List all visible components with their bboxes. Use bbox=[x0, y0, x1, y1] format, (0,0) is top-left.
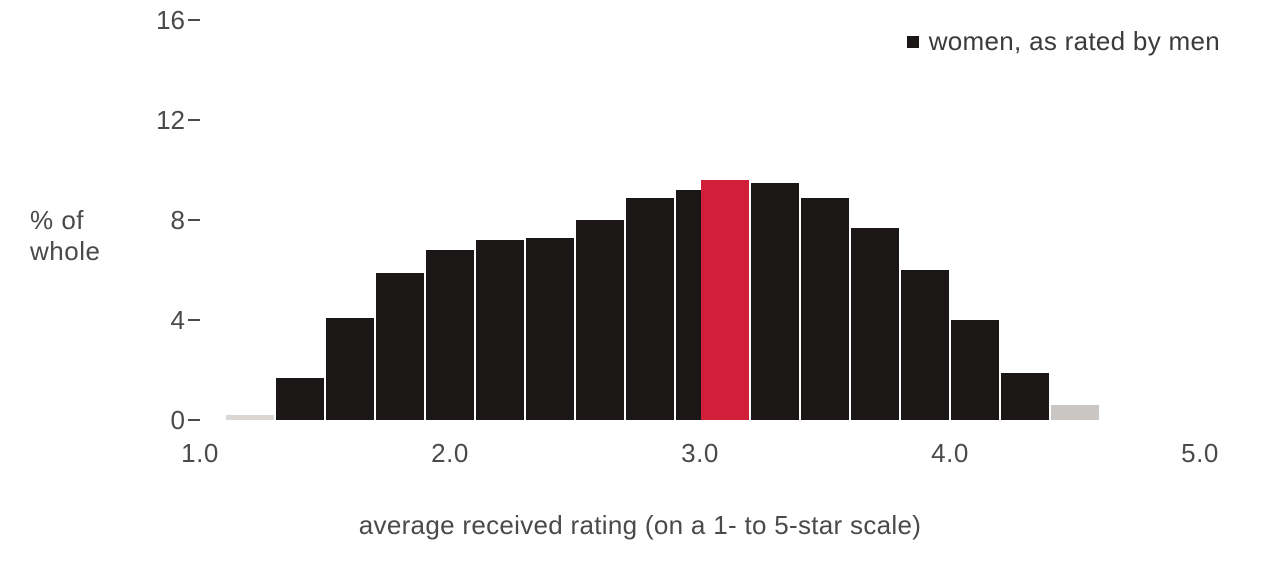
y-tick-dash bbox=[188, 19, 200, 21]
x-tick-label: 1.0 bbox=[181, 438, 219, 469]
bar bbox=[951, 320, 999, 420]
bar bbox=[276, 378, 324, 421]
bar bbox=[901, 270, 949, 420]
x-tick-label: 5.0 bbox=[1181, 438, 1219, 469]
rating-histogram: women, as rated by men % of whole 048121… bbox=[0, 0, 1280, 574]
x-tick-label: 4.0 bbox=[931, 438, 969, 469]
bar bbox=[751, 183, 799, 421]
y-tick-label: 8 bbox=[125, 205, 185, 236]
x-tick-label: 2.0 bbox=[431, 438, 469, 469]
bar bbox=[851, 228, 899, 421]
y-tick-label: 16 bbox=[125, 5, 185, 36]
plot-area bbox=[200, 20, 1200, 420]
y-tick-label: 4 bbox=[125, 305, 185, 336]
y-tick-dash bbox=[188, 419, 200, 421]
y-axis-label: % of whole bbox=[30, 205, 100, 267]
bar bbox=[1051, 405, 1099, 420]
x-axis-label: average received rating (on a 1- to 5-st… bbox=[0, 510, 1280, 541]
bar bbox=[426, 250, 474, 420]
bar bbox=[801, 198, 849, 421]
bar bbox=[1001, 373, 1049, 421]
bar bbox=[326, 318, 374, 421]
y-axis-label-line2: whole bbox=[30, 236, 100, 267]
x-tick-label: 3.0 bbox=[681, 438, 719, 469]
y-tick-dash bbox=[188, 319, 200, 321]
bar bbox=[226, 415, 274, 420]
bar bbox=[526, 238, 574, 421]
y-tick-dash bbox=[188, 119, 200, 121]
bar bbox=[376, 273, 424, 421]
y-tick-dash bbox=[188, 219, 200, 221]
y-tick-label: 12 bbox=[125, 105, 185, 136]
bar-highlight bbox=[701, 180, 749, 420]
bar bbox=[626, 198, 674, 421]
y-tick-label: 0 bbox=[125, 405, 185, 436]
y-axis-label-line1: % of bbox=[30, 205, 100, 236]
bar bbox=[476, 240, 524, 420]
bar bbox=[576, 220, 624, 420]
